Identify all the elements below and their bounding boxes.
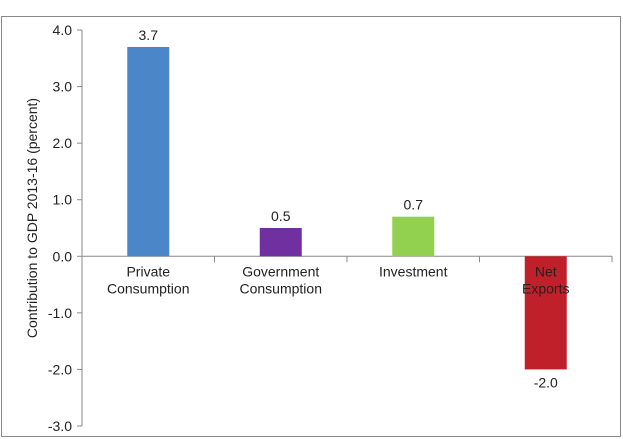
category-label: Consumption [107, 280, 190, 296]
data-label: 0.7 [404, 197, 424, 213]
category-label: Investment [379, 263, 448, 279]
bar-3 [524, 256, 567, 370]
category-label: Net [535, 263, 557, 279]
bars [127, 46, 567, 370]
data-label: 3.7 [139, 27, 159, 43]
category-label: Government [242, 263, 319, 279]
category-label: Consumption [240, 280, 323, 296]
y-tick-label: 3.0 [53, 79, 73, 95]
y-axis-label: Contribution to GDP 2013-16 (percent) [24, 98, 40, 338]
y-tick-label: 2.0 [53, 135, 73, 151]
axes: 4.0 3.0 2.0 1.0 0.0 -1.0 -2.0 -3.0 Contribution … [24, 22, 613, 434]
bar-0 [127, 46, 170, 257]
y-tick-label: -3.0 [48, 418, 72, 434]
y-tick-label: -1.0 [48, 305, 72, 321]
category-label: Exports [522, 280, 569, 296]
y-tick-label: 0.0 [53, 248, 73, 264]
category-label: Private [126, 263, 170, 279]
y-tick-label: 4.0 [53, 22, 73, 38]
data-label: 0.5 [271, 208, 291, 224]
bar-1 [259, 228, 302, 257]
y-tick-label: -2.0 [48, 361, 72, 377]
chart-frame [1, 16, 621, 437]
y-tick-label: 1.0 [53, 192, 73, 208]
data-label: -2.0 [534, 374, 558, 390]
labels: 3.7PrivateConsumption0.5GovernmentConsum… [107, 27, 569, 390]
bar-2 [392, 216, 435, 257]
